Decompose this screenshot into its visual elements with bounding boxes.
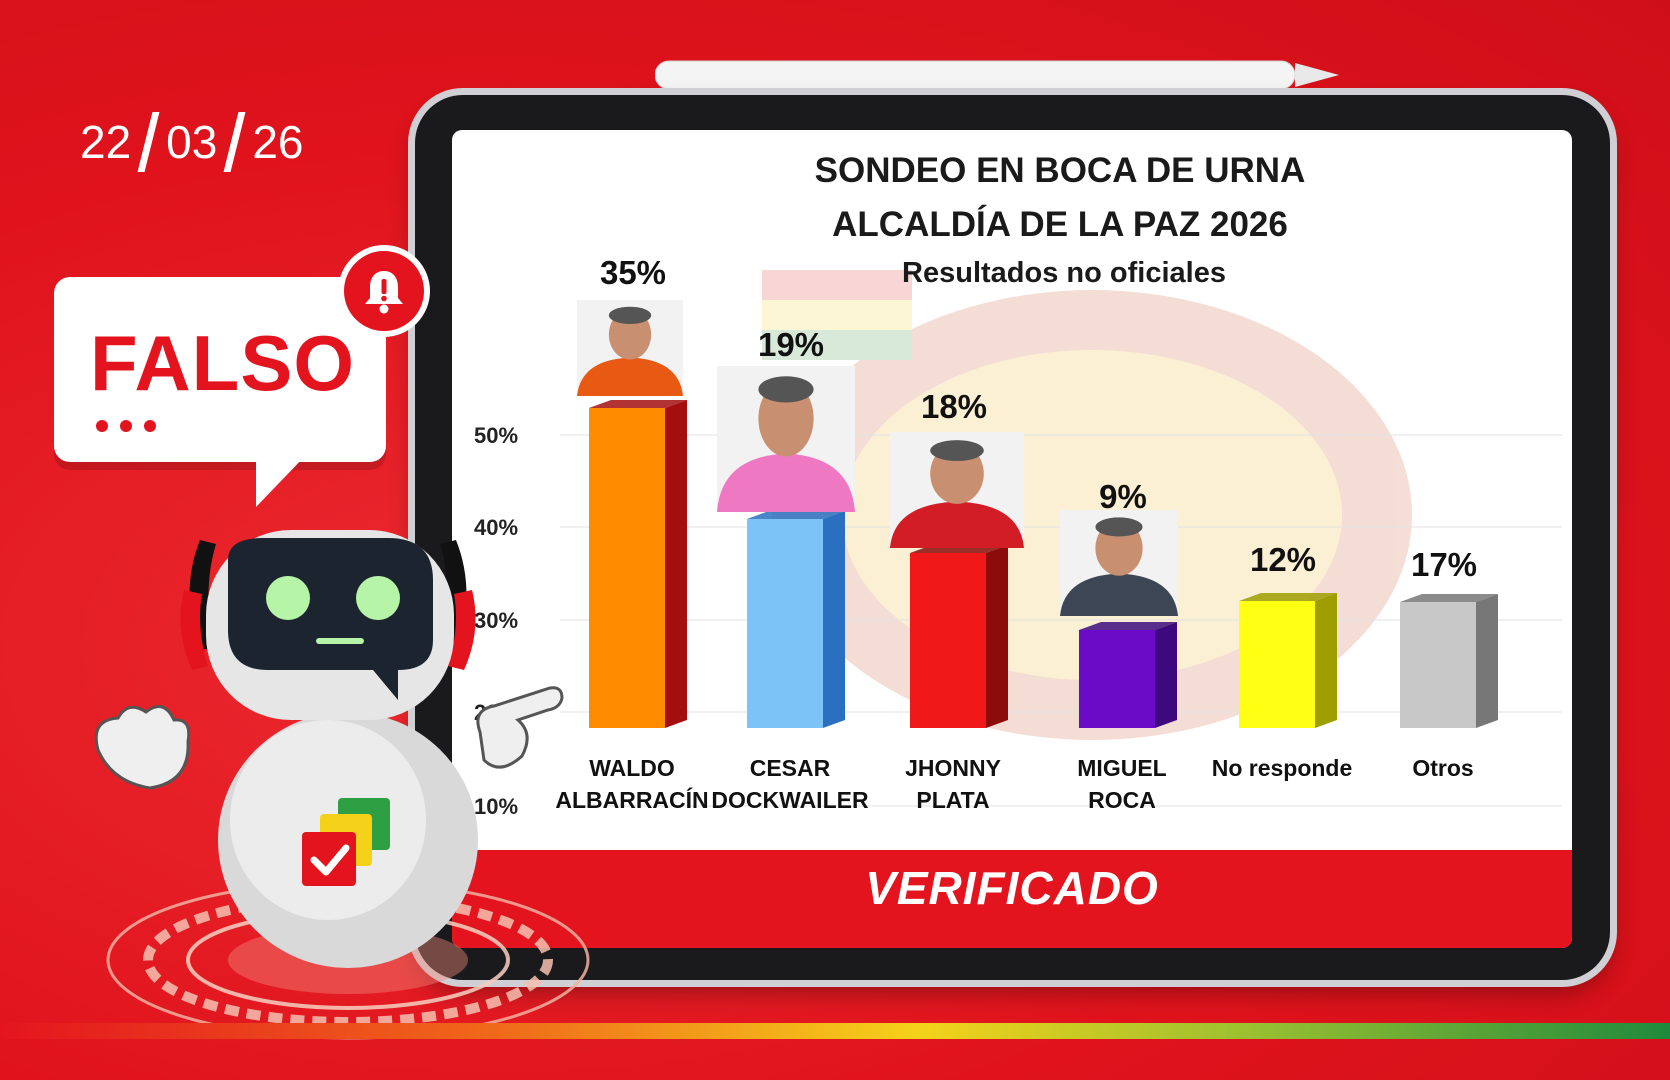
x-category-label: No responde [1212,755,1353,781]
candidate-photo [577,300,683,396]
bar [747,511,845,728]
verdict-label: FALSO [90,319,356,407]
date-year: 26 [252,116,304,168]
candidate-photo [890,432,1024,548]
color-strip [0,1023,1670,1039]
bar [1400,594,1498,728]
x-category-label: MIGUEL [1077,755,1166,781]
robot-hand-right [476,686,564,769]
robot-mascot [94,530,590,1040]
ellipsis-icon [96,420,156,432]
date-day: 22 [80,116,132,168]
robot-eye [356,576,400,620]
chart-subtitle: ALCALDÍA DE LA PAZ 2026 [832,204,1288,244]
y-tick-label: 40% [474,515,518,540]
robot-eye [266,576,310,620]
bar-value-label: 18% [921,388,987,425]
stylus-pen [655,60,1339,90]
date-separator [137,112,160,172]
candidate-photo [717,366,855,512]
check-icon [302,798,390,886]
date-stamp: 22 03 26 [80,112,304,172]
chart-note: Resultados no oficiales [902,257,1226,289]
x-category-label: Otros [1412,755,1473,781]
bar-chart: 10%20%30%40%50% 35%19%18%9%12%17% WALDOA… [474,151,1562,819]
bar [1239,593,1337,728]
date-month: 03 [166,116,218,168]
bar-value-label: 12% [1250,541,1316,578]
x-category-label: ROCA [1088,787,1156,813]
bar-value-label: 9% [1099,478,1147,515]
x-category-label: JHONNY [905,755,1001,781]
x-category-label: WALDO [589,755,675,781]
x-category-label: ALBARRACÍN [555,786,708,813]
verdict-bubble [54,277,386,462]
bell-alert-icon [338,245,430,337]
verified-banner: VERIFICADO [452,850,1572,948]
bar-value-label: 17% [1411,546,1477,583]
bar-value-label: 35% [600,254,666,291]
y-tick-label: 10% [474,794,518,819]
bar-value-label: 19% [758,326,824,363]
bar [1079,622,1177,728]
verified-label: VERIFICADO [865,862,1159,914]
date-separator [223,112,246,172]
tablet-screen: 10%20%30%40%50% 35%19%18%9%12%17% WALDOA… [452,130,1572,948]
chart-title: SONDEO EN BOCA DE URNA [815,151,1306,190]
bubble-tail [256,455,306,507]
x-category-label: PLATA [916,787,989,813]
robot-hand-left [94,705,191,790]
x-category-label: CESAR [750,755,831,781]
candidate-photo [1060,510,1178,616]
y-tick-label: 30% [474,608,518,633]
bar [589,400,687,728]
y-tick-label: 50% [474,423,518,448]
bar [910,545,1008,728]
robot-mouth [316,638,364,644]
x-category-label: DOCKWAILER [711,787,869,813]
